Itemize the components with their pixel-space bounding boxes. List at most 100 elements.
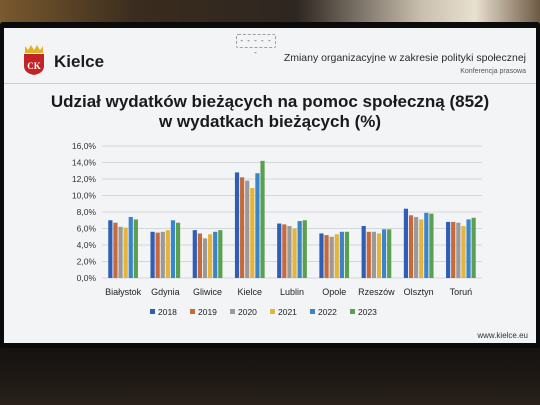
bar [128, 216, 133, 278]
y-tick-label: 10,0% [72, 191, 97, 201]
x-tick-label: Olsztyn [404, 287, 434, 297]
crown-icon [25, 45, 43, 53]
bar [208, 234, 213, 278]
bar [297, 221, 302, 278]
bar [113, 222, 118, 278]
city-crest-icon: CK [24, 45, 44, 75]
x-tick-label: Gliwice [193, 287, 222, 297]
header-subtitle: Zmiany organizacyjne w zakresie polityki… [283, 52, 526, 64]
legend-swatch [270, 309, 275, 314]
bar [424, 212, 429, 278]
bar [466, 219, 471, 278]
chart-subtitle: w wydatkach bieżących (%) [158, 112, 382, 131]
bar [250, 188, 255, 278]
bar [133, 219, 138, 278]
presentation-slide: CK Kielce - - - - - - Zmiany organizacyj… [4, 28, 536, 343]
bar [344, 231, 350, 278]
bar [361, 226, 366, 278]
bar [446, 221, 451, 278]
y-tick-label: 2,0% [77, 257, 97, 267]
y-tick-label: 12,0% [72, 174, 97, 184]
chart: 0,0% 2,0% 4,0% 6,0% 8,0% 10,0% 12,0% 14,0% 16,0%… [72, 141, 482, 317]
bar [282, 224, 287, 279]
room-background-top [0, 0, 540, 26]
chart-title: Udział wydatków bieżących na pomoc społe… [50, 92, 490, 111]
bar [192, 230, 197, 278]
bar [218, 230, 223, 278]
bar [255, 173, 260, 278]
legend-label: 2020 [238, 307, 257, 317]
bar [319, 233, 324, 278]
bar [165, 230, 170, 278]
bar [108, 220, 113, 278]
bar [414, 216, 419, 278]
bar [334, 234, 339, 278]
bar [260, 160, 265, 278]
bar [197, 233, 203, 278]
bar [277, 223, 282, 278]
bar [371, 231, 376, 278]
bar [155, 232, 160, 279]
y-tick-label: 4,0% [77, 240, 97, 250]
y-tick-label: 14,0% [72, 158, 97, 168]
bar [339, 231, 344, 278]
bar [451, 221, 456, 278]
bar [366, 231, 371, 278]
legend-swatch [230, 309, 235, 314]
bar [240, 177, 245, 278]
legend-label: 2021 [278, 307, 297, 317]
legend-swatch [150, 309, 155, 314]
legend-swatch [350, 309, 355, 314]
room-background-bottom [0, 345, 540, 405]
bar [170, 220, 176, 278]
x-tick-label: Rzeszów [358, 287, 395, 297]
legend-label: 2019 [198, 307, 217, 317]
bar [213, 231, 218, 278]
bar [461, 226, 466, 278]
y-tick-label: 6,0% [77, 224, 97, 234]
crest-letters: CK [27, 61, 41, 71]
bar [160, 231, 165, 278]
x-tick-label: Gdynia [151, 287, 180, 297]
bar [471, 217, 476, 278]
bar [429, 213, 434, 278]
bar [324, 235, 329, 278]
tv-brand-label [255, 348, 285, 354]
legend-swatch [190, 309, 195, 314]
bar [419, 219, 424, 278]
bar [408, 215, 414, 278]
bar [287, 226, 292, 278]
legend-label: 2023 [358, 307, 377, 317]
legend-label: 2018 [158, 307, 177, 317]
header-divider [4, 83, 536, 84]
bar [175, 222, 181, 278]
footer-url: www.kielce.eu [477, 331, 528, 340]
x-tick-label: Kielce [238, 287, 263, 297]
bar [302, 220, 307, 278]
header-placeholder: - - - - - - [236, 34, 276, 57]
bar [376, 233, 382, 278]
bar [245, 180, 250, 278]
y-tick-label: 16,0% [72, 141, 97, 151]
bar [381, 229, 387, 278]
city-name: Kielce [54, 52, 105, 71]
header-note: Konferencja prasowa [460, 68, 526, 75]
bar [123, 227, 128, 278]
x-tick-label: Lublin [280, 287, 304, 297]
bar [403, 208, 409, 278]
legend-label: 2022 [318, 307, 337, 317]
y-tick-label: 0,0% [77, 273, 97, 283]
bar [234, 172, 240, 278]
bar [150, 231, 155, 278]
legend-swatch [310, 309, 315, 314]
bar [292, 228, 297, 278]
bar [387, 229, 392, 278]
y-tick-label: 8,0% [77, 207, 97, 217]
x-tick-label: Toruń [450, 287, 473, 297]
bar [202, 238, 208, 278]
bar [118, 226, 123, 278]
bar [456, 222, 461, 278]
slide-header: CK Kielce - - - - - - Zmiany organizacyj… [4, 28, 536, 84]
x-tick-label: Białystok [105, 287, 142, 297]
x-tick-label: Opole [322, 287, 346, 297]
